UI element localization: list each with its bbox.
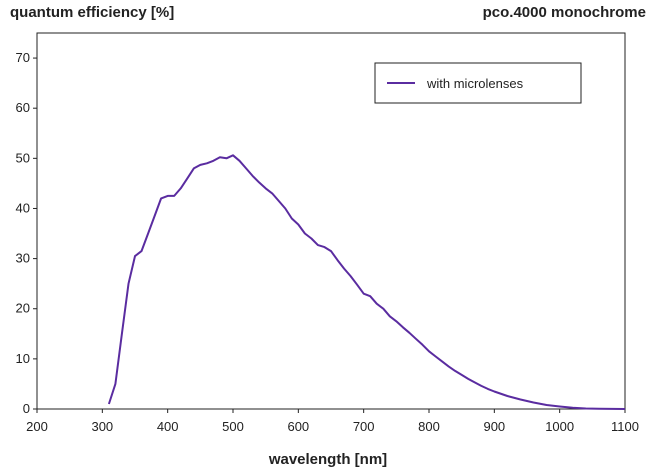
- chart-subtitle: pco.4000 monochrome: [482, 4, 646, 21]
- legend-label: with microlenses: [426, 76, 524, 91]
- chart-title: quantum efficiency [%]: [10, 4, 175, 21]
- y-tick-label: 50: [16, 150, 30, 165]
- y-tick-label: 40: [16, 200, 30, 215]
- x-tick-label: 900: [483, 419, 505, 434]
- x-tick-label: 1000: [545, 419, 574, 434]
- y-tick-label: 30: [16, 251, 30, 266]
- y-tick-label: 60: [16, 100, 30, 115]
- x-tick-label: 500: [222, 419, 244, 434]
- x-axis-label: wavelength [nm]: [268, 451, 388, 468]
- y-tick-label: 10: [16, 351, 30, 366]
- series-line: [107, 154, 626, 410]
- y-tick-label: 20: [16, 301, 30, 316]
- y-tick-label: 0: [23, 401, 30, 416]
- x-tick-label: 300: [91, 419, 113, 434]
- x-tick-label: 800: [418, 419, 440, 434]
- x-tick-label: 400: [157, 419, 179, 434]
- plot-frame: [36, 32, 626, 410]
- x-tick-label: 600: [287, 419, 309, 434]
- x-tick-label: 700: [353, 419, 375, 434]
- x-tick-label: 200: [26, 419, 48, 434]
- x-tick-label: 1100: [611, 419, 639, 434]
- y-tick-label: 70: [16, 50, 30, 65]
